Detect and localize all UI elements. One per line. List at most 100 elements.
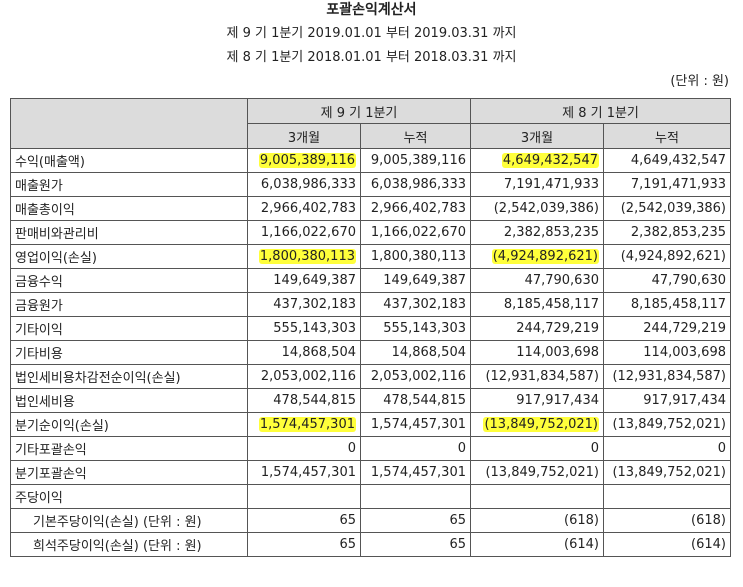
data-row: 분기포괄손익 1,574,457,301 1,574,457,301 (13,849,… — [10, 460, 731, 485]
data-row: 주당이익 — [10, 484, 731, 509]
cell: 6,038,986,333 — [247, 172, 361, 197]
row-label: 법인세비용 — [10, 388, 248, 413]
value: 65 — [339, 513, 356, 528]
cell: 0 — [360, 436, 471, 461]
value: 1,574,457,301 — [370, 465, 466, 480]
value: 1,166,022,670 — [260, 225, 356, 240]
cell: 244,729,219 — [603, 316, 731, 341]
cell: 65 — [360, 508, 471, 533]
cell: 478,544,815 — [247, 388, 361, 413]
value: (4,924,892,621) — [491, 249, 599, 264]
value: 1,800,380,113 — [258, 249, 356, 264]
data-row: 매출총이익 2,966,402,783 2,966,402,783 (2,542,03… — [10, 196, 731, 221]
data-row: 매출원가 6,038,986,333 6,038,986,333 7,191,471,… — [10, 172, 731, 197]
row-label: 분기순이익(손실) — [10, 412, 248, 437]
value: 4,649,432,547 — [630, 153, 726, 168]
income-statement: 제 9 기 1분기 제 8 기 1분기 3개월 누적 3개월 누적 수익(매출액) 9,005… — [10, 98, 731, 557]
cell: 65 — [247, 508, 361, 533]
cell: 437,302,183 — [247, 292, 361, 317]
row-label: 법인세비용차감전순이익(손실) — [10, 364, 248, 389]
cell: 478,544,815 — [360, 388, 471, 413]
cell: 9,005,389,116 — [360, 148, 471, 173]
value: 9,005,389,116 — [370, 153, 466, 168]
cell: (13,849,752,021) — [470, 460, 604, 485]
value: (2,542,039,386) — [493, 201, 599, 216]
value: 14,868,504 — [391, 345, 466, 360]
value: (614) — [691, 537, 726, 552]
cell: (614) — [470, 532, 604, 557]
cell: (2,542,039,386) — [603, 196, 731, 221]
value: (2,542,039,386) — [620, 201, 726, 216]
value: 2,053,002,116 — [260, 369, 356, 384]
cell: 1,166,022,670 — [360, 220, 471, 245]
value: 244,729,219 — [516, 321, 599, 336]
value: (4,924,892,621) — [620, 249, 726, 264]
value: (618) — [564, 513, 599, 528]
value: 1,800,380,113 — [370, 249, 466, 264]
cell: 2,382,853,235 — [603, 220, 731, 245]
value: (618) — [691, 513, 726, 528]
row-label: 기타비용 — [10, 340, 248, 365]
data-row: 금융수익 149,649,387 149,649,387 47,790,630 47,7… — [10, 268, 731, 293]
cell: (4,924,892,621) — [603, 244, 731, 269]
value: 555,143,303 — [383, 321, 466, 336]
value: (614) — [564, 537, 599, 552]
value: 65 — [449, 513, 466, 528]
value: 6,038,986,333 — [370, 177, 466, 192]
cell: 7,191,471,933 — [470, 172, 604, 197]
cell: 114,003,698 — [603, 340, 731, 365]
title: 포괄손익계산서 — [326, 2, 417, 18]
cell: 8,185,458,117 — [603, 292, 731, 317]
cell: (12,931,834,587) — [603, 364, 731, 389]
data-row: 수익(매출액) 9,005,389,116 9,005,389,116 4,649,4… — [10, 148, 731, 173]
value: (13,849,752,021) — [612, 465, 726, 480]
row-label: 수익(매출액) — [10, 148, 248, 173]
value: 0 — [457, 441, 466, 456]
value: 2,053,002,116 — [370, 369, 466, 384]
cell: 0 — [603, 436, 731, 461]
value: 555,143,303 — [273, 321, 356, 336]
value: 1,574,457,301 — [260, 465, 356, 480]
value: (13,849,752,021) — [485, 465, 599, 480]
row-label: 기타포괄손익 — [10, 436, 248, 461]
cell: (618) — [470, 508, 604, 533]
header-row: 3개월 누적 3개월 누적 — [11, 123, 731, 149]
cell: (614) — [603, 532, 731, 557]
cell: 437,302,183 — [360, 292, 471, 317]
row-label: 희석주당이익(손실) (단위 : 원) — [10, 532, 248, 557]
data-row: 법인세비용차감전순이익(손실) 2,053,002,116 2,053,002,11… — [10, 364, 731, 389]
cell: 65 — [247, 532, 361, 557]
cell: 2,966,402,783 — [247, 196, 361, 221]
value: 47,790,630 — [524, 273, 599, 288]
data-row: 기타포괄손익 0 0 0 0 — [10, 436, 731, 461]
value: (13,849,752,021) — [612, 417, 726, 432]
cell: 555,143,303 — [360, 316, 471, 341]
group-header: 제 8 기 1분기 — [470, 98, 731, 124]
corner — [10, 98, 248, 149]
data-row: 기타이익 555,143,303 555,143,303 244,729,219 244… — [10, 316, 731, 341]
value: 47,790,630 — [651, 273, 726, 288]
cell: (13,849,752,021) — [603, 412, 731, 437]
cell: 917,917,434 — [470, 388, 604, 413]
value: 4,649,432,547 — [501, 153, 599, 168]
value: 9,005,389,116 — [258, 153, 356, 168]
period: 제 9 기 1분기 2019.01.01 부터 2019.03.31 까지 — [226, 26, 517, 41]
value: 478,544,815 — [383, 393, 466, 408]
row-label: 금융원가 — [10, 292, 248, 317]
cell: 2,382,853,235 — [470, 220, 604, 245]
row-label: 주당이익 — [10, 484, 248, 509]
data-row: 기타비용 14,868,504 14,868,504 114,003,698 114,0… — [10, 340, 731, 365]
value: 0 — [347, 441, 356, 456]
header-row: 제 9 기 1분기 제 8 기 1분기 — [10, 98, 731, 149]
cell: 9,005,389,116 — [247, 148, 361, 173]
row-label: 영업이익(손실) — [10, 244, 248, 269]
cell: 917,917,434 — [603, 388, 731, 413]
cell: 14,868,504 — [360, 340, 471, 365]
row-label: 매출총이익 — [10, 196, 248, 221]
value: 244,729,219 — [643, 321, 726, 336]
value: 437,302,183 — [273, 297, 356, 312]
row-label: 금융수익 — [10, 268, 248, 293]
row-label: 판매비와관리비 — [10, 220, 248, 245]
cell: (2,542,039,386) — [470, 196, 604, 221]
cell: 2,053,002,116 — [360, 364, 471, 389]
